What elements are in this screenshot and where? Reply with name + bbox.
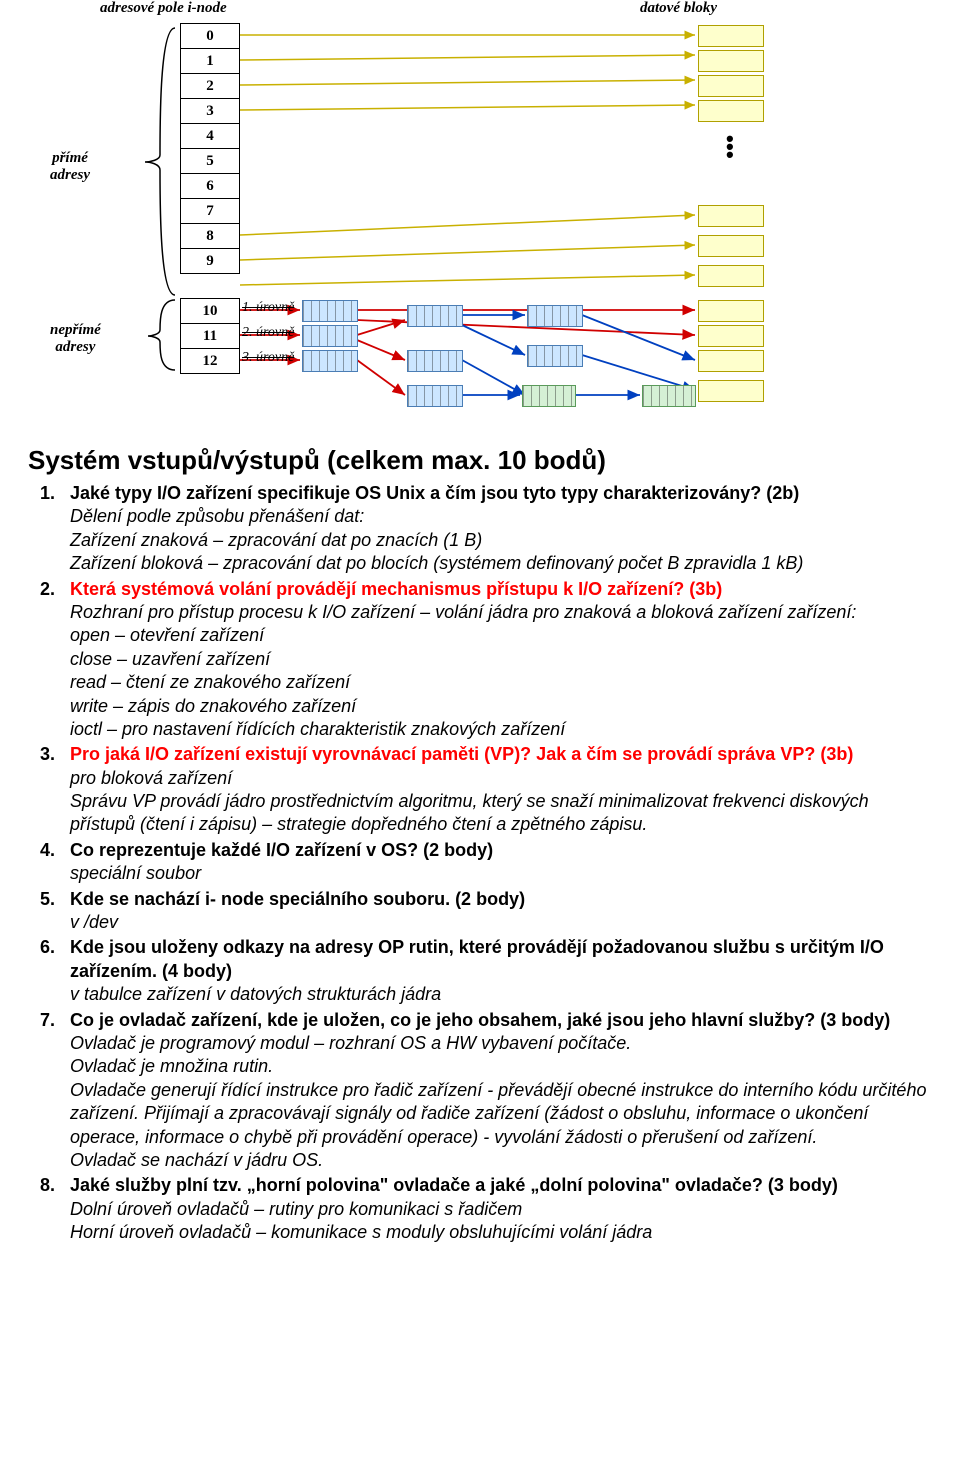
data-block: [698, 325, 764, 347]
list-item: 1. Jaké typy I/O zařízení specifikuje OS…: [28, 482, 932, 576]
page-title: Systém vstupů/výstupů (celkem max. 10 bo…: [28, 445, 932, 476]
inode-cell: 9: [180, 248, 240, 274]
list-item: 2. Která systémová volání provádějí mech…: [28, 578, 932, 742]
diagram-connectors: [0, 0, 960, 435]
item-number: 3.: [40, 743, 55, 766]
inode-cell: 4: [180, 123, 240, 149]
answer-text: speciální soubor: [70, 863, 201, 883]
list-item: 5. Kde se nachází i- node speciálního so…: [28, 888, 932, 935]
label-datove-bloky: datové bloky: [640, 0, 717, 17]
data-block: [698, 75, 764, 97]
question-text: Která systémová volání provádějí mechani…: [70, 579, 722, 599]
indirect-block: [527, 345, 583, 367]
indirect-block: [302, 325, 358, 347]
list-item: 3. Pro jaká I/O zařízení existují vyrovn…: [28, 743, 932, 837]
data-block: [698, 205, 764, 227]
label-neprime-adresy: nepřímé adresy: [50, 322, 101, 355]
question-text: Pro jaká I/O zařízení existují vyrovnáva…: [70, 744, 853, 764]
label-uroven3: 3. úrovně: [242, 350, 294, 366]
answer-text: write – zápis do znakového zařízení: [70, 696, 356, 716]
answer-text: Rozhraní pro přístup procesu k I/O zaříz…: [70, 602, 856, 622]
answer-text: read – čtení ze znakového zařízení: [70, 672, 350, 692]
indirect-block-l3: [642, 385, 696, 407]
answer-text: ioctl – pro nastavení řídících charakter…: [70, 719, 565, 739]
data-block: [698, 100, 764, 122]
inode-cell: 0: [180, 23, 240, 49]
data-block: [698, 300, 764, 322]
inode-cell: 7: [180, 198, 240, 224]
item-number: 7.: [40, 1009, 55, 1032]
answer-text: open – otevření zařízení: [70, 625, 264, 645]
item-number: 6.: [40, 936, 55, 959]
item-number: 2.: [40, 578, 55, 601]
answer-text: Ovladač se nachází v jádru OS.: [70, 1150, 323, 1170]
data-block: [698, 380, 764, 402]
answer-text: Dělení podle způsobu přenášení dat:: [70, 506, 364, 526]
question-text: Kde jsou uloženy odkazy na adresy OP rut…: [70, 937, 884, 980]
question-text: Co je ovladač zařízení, kde je uložen, c…: [70, 1010, 890, 1030]
answer-text: Ovladač je množina rutin.: [70, 1056, 273, 1076]
answer-text: close – uzavření zařízení: [70, 649, 270, 669]
question-list: 1. Jaké typy I/O zařízení specifikuje OS…: [28, 482, 932, 1245]
inode-cell: 3: [180, 98, 240, 124]
indirect-block: [302, 350, 358, 372]
answer-text: Ovladač je programový modul – rozhraní O…: [70, 1033, 631, 1053]
list-item: 8. Jaké služby plní tzv. „horní polovina…: [28, 1174, 932, 1244]
answer-text: Dolní úroveň ovladačů – rutiny pro komun…: [70, 1199, 522, 1219]
data-block: [698, 265, 764, 287]
indirect-block: [407, 305, 463, 327]
document-body: Systém vstupů/výstupů (celkem max. 10 bo…: [0, 445, 960, 1267]
list-item: 6. Kde jsou uloženy odkazy na adresy OP …: [28, 936, 932, 1006]
indirect-block-l3: [522, 385, 576, 407]
label-adresove-pole: adresové pole i-node: [100, 0, 227, 17]
question-text: Jaké typy I/O zařízení specifikuje OS Un…: [70, 483, 799, 503]
inode-diagram: adresové pole i-node datové bloky přímé …: [0, 0, 960, 435]
item-number: 1.: [40, 482, 55, 505]
inode-cell: 10: [180, 298, 240, 324]
data-block: [698, 235, 764, 257]
item-number: 5.: [40, 888, 55, 911]
inode-cell: 12: [180, 348, 240, 374]
inode-cell: 2: [180, 73, 240, 99]
answer-text: Správu VP provádí jádro prostřednictvím …: [70, 791, 869, 834]
inode-cell: 1: [180, 48, 240, 74]
indirect-block: [302, 300, 358, 322]
answer-text: Zařízení bloková – zpracování dat po blo…: [70, 553, 803, 573]
data-block: [698, 50, 764, 72]
list-item: 7. Co je ovladač zařízení, kde je uložen…: [28, 1009, 932, 1173]
label-uroven2: 2. úrovně: [242, 325, 294, 341]
answer-text: v tabulce zařízení v datových strukturác…: [70, 984, 441, 1004]
label-uroven1: 1. úrovně: [242, 300, 294, 316]
data-block: [698, 25, 764, 47]
item-number: 8.: [40, 1174, 55, 1197]
inode-cell: 6: [180, 173, 240, 199]
question-text: Co reprezentuje každé I/O zařízení v OS?…: [70, 840, 493, 860]
list-item: 4. Co reprezentuje každé I/O zařízení v …: [28, 839, 932, 886]
indirect-block: [407, 350, 463, 372]
question-text: Kde se nachází i- node speciálního soubo…: [70, 889, 525, 909]
inode-cell: 5: [180, 148, 240, 174]
answer-text: Ovladače generují řídící instrukce pro ř…: [70, 1080, 926, 1147]
indirect-block: [527, 305, 583, 327]
answer-text: pro bloková zařízení: [70, 768, 232, 788]
indirect-block: [407, 385, 463, 407]
question-text: Jaké služby plní tzv. „horní polovina" o…: [70, 1175, 838, 1195]
answer-text: Horní úroveň ovladačů – komunikace s mod…: [70, 1222, 652, 1242]
label-prime-adresy: přímé adresy: [50, 150, 90, 183]
data-block: [698, 350, 764, 372]
inode-cell: 11: [180, 323, 240, 349]
item-number: 4.: [40, 839, 55, 862]
inode-cell: 8: [180, 223, 240, 249]
answer-text: Zařízení znaková – zpracování dat po zna…: [70, 530, 482, 550]
answer-text: v /dev: [70, 912, 118, 932]
